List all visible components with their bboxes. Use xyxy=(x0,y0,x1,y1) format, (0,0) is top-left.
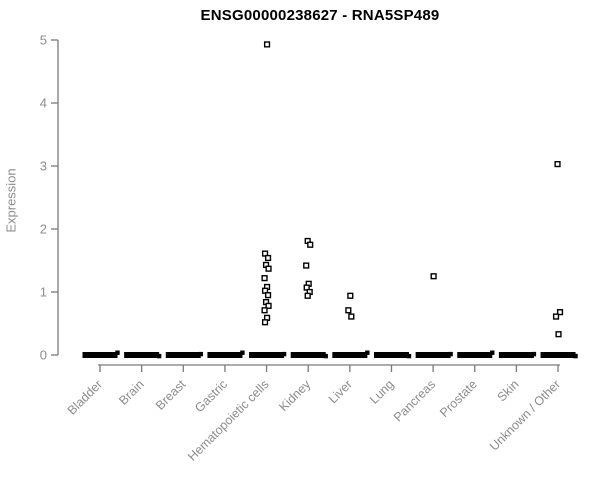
zero-expression-cluster xyxy=(124,352,160,358)
zero-expression-cluster-edge xyxy=(115,350,120,355)
data-point xyxy=(347,292,354,299)
y-tick-label: 3 xyxy=(40,159,47,174)
x-category-label: Gastric xyxy=(192,377,230,415)
y-tick-label: 4 xyxy=(40,96,47,111)
x-category-label: Kidney xyxy=(276,377,313,414)
zero-expression-cluster xyxy=(207,352,243,358)
zero-expression-cluster-edge xyxy=(240,350,245,355)
data-point xyxy=(264,292,272,299)
zero-expression-cluster-edge xyxy=(406,353,412,359)
zero-expression-cluster-edge xyxy=(573,353,578,359)
data-point xyxy=(554,161,561,168)
data-point xyxy=(555,331,562,338)
y-tick-label: 1 xyxy=(40,285,47,300)
x-category-label: Unknown / Other xyxy=(487,377,563,453)
data-point xyxy=(552,313,560,320)
data-point xyxy=(556,309,564,316)
zero-expression-cluster-edge xyxy=(531,351,537,357)
data-point xyxy=(261,275,268,282)
data-point xyxy=(265,302,272,309)
data-point xyxy=(303,262,310,269)
x-category-label: Skin xyxy=(494,377,521,404)
data-point xyxy=(264,254,272,262)
x-category-label: Liver xyxy=(326,377,355,406)
data-point xyxy=(265,265,272,272)
y-tick-label: 2 xyxy=(40,222,47,237)
zero-expression-cluster xyxy=(165,352,201,358)
data-point xyxy=(430,273,437,280)
x-category-label: Pancreas xyxy=(391,377,438,424)
data-point xyxy=(348,313,355,320)
data-point xyxy=(307,241,314,248)
x-category-label: Breast xyxy=(153,377,189,413)
zero-expression-cluster-edge xyxy=(448,351,453,357)
zero-expression-cluster-edge xyxy=(198,351,203,357)
data-point xyxy=(261,319,269,326)
data-point xyxy=(263,41,271,48)
x-category-label: Lung xyxy=(367,377,397,407)
zero-expression-cluster xyxy=(373,352,409,358)
zero-expression-cluster-edge xyxy=(365,350,370,355)
zero-expression-cluster-edge xyxy=(323,353,328,359)
x-category-label: Brain xyxy=(116,377,147,408)
zero-expression-cluster-edge xyxy=(281,351,287,357)
zero-expression-cluster xyxy=(498,352,534,358)
zero-expression-cluster-edge xyxy=(490,350,495,355)
zero-expression-cluster xyxy=(332,352,368,358)
zero-expression-cluster xyxy=(249,352,285,358)
data-point xyxy=(345,307,352,314)
data-point xyxy=(304,292,311,299)
zero-expression-cluster xyxy=(290,352,326,358)
x-category-label: Hematopoietic cells xyxy=(185,377,272,464)
y-tick-label: 0 xyxy=(40,348,47,363)
zero-expression-cluster xyxy=(540,352,576,358)
zero-expression-cluster xyxy=(457,352,493,358)
y-tick-label: 5 xyxy=(40,33,47,48)
zero-expression-cluster xyxy=(82,352,118,358)
data-point xyxy=(261,307,268,314)
chart-title: ENSG00000238627 - RNA5SP489 xyxy=(200,7,440,24)
zero-expression-cluster-edge xyxy=(156,353,162,359)
x-category-label: Prostate xyxy=(437,377,480,420)
x-category-label: Bladder xyxy=(65,377,105,417)
zero-expression-cluster xyxy=(415,352,451,358)
